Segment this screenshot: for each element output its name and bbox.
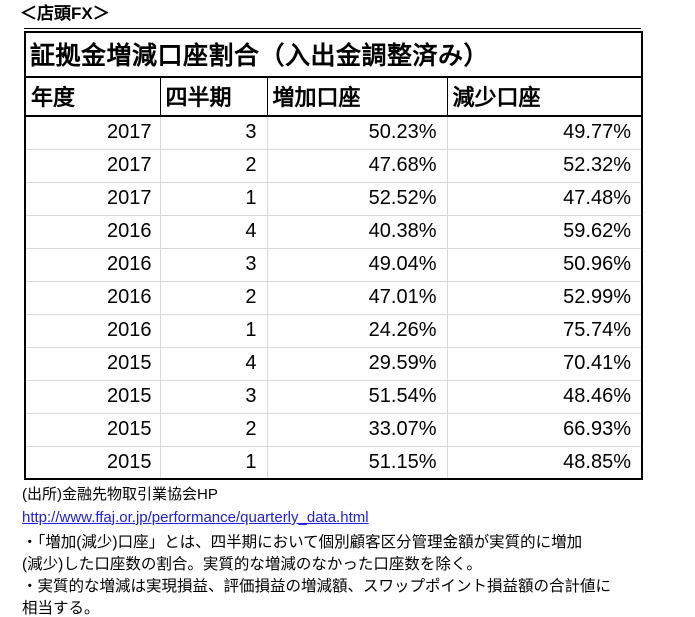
table-row: 2015 2 33.07% 66.93% [25, 413, 643, 447]
decrease-cell: 66.93% [447, 413, 643, 447]
col-header-decrease: 減少口座 [447, 77, 643, 117]
quarter-cell: 2 [160, 281, 268, 315]
footnote-line: 相当する。 [22, 600, 100, 617]
footnote-line: ・実質的な増減は実現損益、評価損益の増減額、スワップポイント損益額の合計値に [22, 578, 612, 595]
decrease-cell: 75.74% [447, 314, 643, 348]
footer: (出所)金融先物取引業協会HP http://www.ffaj.or.jp/pe… [22, 485, 695, 617]
year-cell: 2017 [25, 149, 161, 183]
quarter-cell: 1 [160, 446, 268, 479]
year-cell: 2016 [25, 248, 161, 282]
increase-cell: 47.68% [267, 149, 448, 183]
table-row: 2016 1 24.26% 75.74% [25, 314, 643, 348]
col-header-year: 年度 [25, 77, 161, 117]
increase-cell: 51.54% [267, 380, 448, 414]
col-header-increase: 増加口座 [267, 77, 448, 117]
increase-cell: 49.04% [267, 248, 448, 282]
increase-cell: 47.01% [267, 281, 448, 315]
quarter-cell: 4 [160, 215, 268, 249]
decrease-cell: 49.77% [447, 116, 643, 150]
decrease-cell: 70.41% [447, 347, 643, 381]
page-heading: ＜店頭FX＞ [20, 4, 110, 23]
increase-cell: 51.15% [267, 446, 448, 479]
table-title: 証拠金増減口座割合（入出金調整済み） [25, 32, 643, 78]
decrease-cell: 52.32% [447, 149, 643, 183]
margin-accounts-table: 証拠金増減口座割合（入出金調整済み） 年度 四半期 増加口座 減少口座 2017… [24, 31, 644, 480]
footnote-line: (減少)した口座数の割合。実質的な増減のなかった口座数を除く。 [22, 556, 482, 573]
quarter-cell: 1 [160, 182, 268, 216]
decrease-cell: 48.46% [447, 380, 643, 414]
quarter-cell: 3 [160, 116, 268, 150]
quarter-cell: 3 [160, 248, 268, 282]
decrease-cell: 47.48% [447, 182, 643, 216]
table-row: 2015 3 51.54% 48.46% [25, 380, 643, 414]
year-cell: 2016 [25, 314, 161, 348]
quarter-cell: 4 [160, 347, 268, 381]
source-link[interactable]: http://www.ffaj.or.jp/performance/quarte… [22, 509, 369, 526]
quarter-cell: 3 [160, 380, 268, 414]
increase-cell: 50.23% [267, 116, 448, 150]
year-cell: 2016 [25, 281, 161, 315]
decrease-cell: 52.99% [447, 281, 643, 315]
quarter-cell: 2 [160, 413, 268, 447]
year-cell: 2016 [25, 215, 161, 249]
table-top-divider [24, 28, 641, 29]
increase-cell: 40.38% [267, 215, 448, 249]
col-header-quarter: 四半期 [160, 77, 268, 117]
year-cell: 2015 [25, 380, 161, 414]
year-cell: 2017 [25, 182, 161, 216]
table-row: 2017 2 47.68% 52.32% [25, 149, 643, 183]
table-row: 2017 1 52.52% 47.48% [25, 182, 643, 216]
year-cell: 2015 [25, 347, 161, 381]
year-cell: 2015 [25, 446, 161, 479]
table-row: 2016 3 49.04% 50.96% [25, 248, 643, 282]
year-cell: 2015 [25, 413, 161, 447]
table-row: 2015 4 29.59% 70.41% [25, 347, 643, 381]
table-header-row: 年度 四半期 増加口座 減少口座 [25, 77, 643, 117]
quarter-cell: 2 [160, 149, 268, 183]
table-row: 2017 3 50.23% 49.77% [25, 116, 643, 150]
increase-cell: 33.07% [267, 413, 448, 447]
quarter-cell: 1 [160, 314, 268, 348]
source-note: (出所)金融先物取引業協会HP [22, 486, 218, 503]
decrease-cell: 50.96% [447, 248, 643, 282]
year-cell: 2017 [25, 116, 161, 150]
table-row: 2016 4 40.38% 59.62% [25, 215, 643, 249]
increase-cell: 24.26% [267, 314, 448, 348]
footnote-line: ・「増加(減少)口座」とは、四半期において個別顧客区分管理金額が実質的に増加 [22, 534, 583, 551]
increase-cell: 29.59% [267, 347, 448, 381]
increase-cell: 52.52% [267, 182, 448, 216]
decrease-cell: 59.62% [447, 215, 643, 249]
table-title-row: 証拠金増減口座割合（入出金調整済み） [25, 32, 643, 78]
table-row: 2015 1 51.15% 48.85% [25, 446, 642, 479]
decrease-cell: 48.85% [563, 450, 632, 473]
table-row: 2016 2 47.01% 52.99% [25, 281, 643, 315]
